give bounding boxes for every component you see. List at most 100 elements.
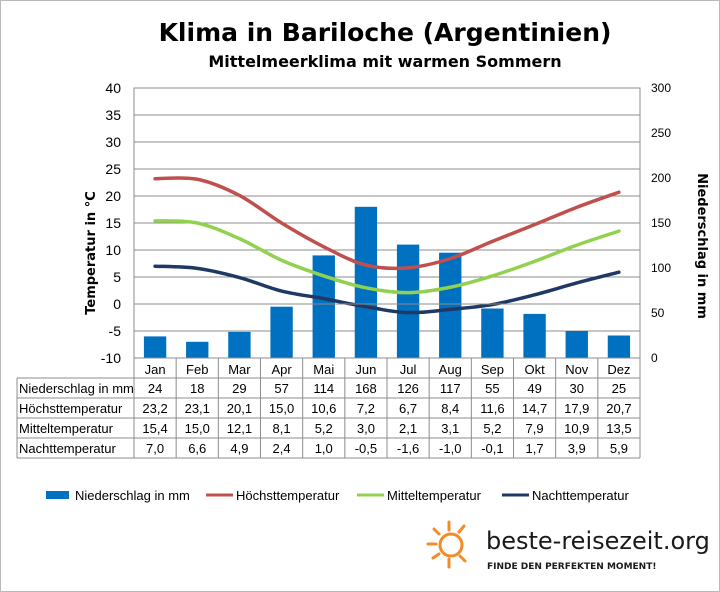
- left-tick-label: 10: [105, 242, 121, 258]
- data-label: 6,6: [188, 441, 206, 456]
- bar-Jul: [396, 244, 420, 358]
- brand-logo: beste-reisezeit.org FINDE DEN PERFEKTEN …: [426, 520, 710, 572]
- bar-Jun: [354, 206, 378, 358]
- data-label: 15,0: [185, 421, 210, 436]
- x-tick-Sep: Sep: [481, 362, 504, 377]
- line-nachttemperatur: [153, 264, 621, 315]
- bar-Dez: [607, 335, 631, 358]
- line-mitteltemperatur: [153, 219, 621, 295]
- data-label: 15,0: [269, 401, 294, 416]
- left-tick-label: 30: [105, 134, 121, 150]
- right-tick-label: 100: [651, 261, 671, 275]
- bar-Mar: [228, 331, 251, 358]
- data-label: 25: [612, 381, 626, 396]
- data-label: 5,9: [610, 441, 628, 456]
- row-header: Höchsttemperatur: [19, 401, 123, 416]
- left-tick-label: 35: [105, 107, 121, 123]
- legend-label: Mitteltemperatur: [387, 488, 482, 503]
- data-label: 1,0: [315, 441, 333, 456]
- x-tick-Apr: Apr: [271, 362, 292, 377]
- chart-title: Klima in Bariloche (Argentinien): [159, 18, 612, 47]
- right-tick-label: 50: [651, 306, 665, 320]
- left-tick-label: 40: [105, 80, 121, 96]
- chart-subtitle: Mittelmeerklima mit warmen Sommern: [208, 52, 561, 71]
- bar-Aug: [439, 252, 462, 358]
- data-label: 4,9: [230, 441, 248, 456]
- precipitation-bars: [143, 206, 631, 358]
- data-label: 55: [485, 381, 499, 396]
- brand-tagline: FINDE DEN PERFEKTEN MOMENT!: [487, 562, 656, 572]
- data-label: 14,7: [522, 401, 547, 416]
- x-tick-Okt: Okt: [524, 362, 545, 377]
- data-label: 23,1: [185, 401, 210, 416]
- data-label: 17,9: [564, 401, 589, 416]
- gridlines: [134, 87, 640, 359]
- left-tick-label: 0: [113, 296, 121, 312]
- x-tick-Mai: Mai: [313, 362, 334, 377]
- data-label: -1,6: [397, 441, 419, 456]
- data-label: 114: [313, 381, 334, 396]
- bar-Jan: [143, 336, 167, 358]
- x-tick-Mar: Mar: [228, 362, 251, 377]
- x-tick-Dez: Dez: [607, 362, 630, 377]
- legend-swatch-precipitation: [46, 491, 69, 499]
- data-label: 1,7: [526, 441, 544, 456]
- data-label: 20,1: [227, 401, 252, 416]
- data-label: 3,9: [568, 441, 586, 456]
- left-tick-label: 20: [105, 188, 121, 204]
- x-tick-Feb: Feb: [186, 362, 208, 377]
- data-label: 3,1: [441, 421, 459, 436]
- bar-Apr: [270, 306, 293, 358]
- data-label: 7,0: [146, 441, 164, 456]
- right-tick-label: 0: [651, 351, 658, 365]
- bar-Mai: [312, 255, 335, 358]
- data-label: 3,0: [357, 421, 375, 436]
- data-label: 7,9: [526, 421, 544, 436]
- data-label: 11,6: [480, 401, 504, 416]
- right-tick-label: 300: [651, 81, 671, 95]
- data-label: 18: [190, 381, 204, 396]
- data-label: 29: [232, 381, 246, 396]
- line-höchsttemperatur: [153, 176, 621, 271]
- data-label: 5,2: [315, 421, 333, 436]
- right-tick-label: 150: [651, 216, 671, 230]
- data-label: -0,5: [355, 441, 377, 456]
- data-label: 117: [440, 381, 461, 396]
- brand-name: beste-reisezeit.org: [486, 527, 710, 555]
- sun-icon: [426, 520, 467, 569]
- data-label: 8,1: [273, 421, 291, 436]
- x-tick-Aug: Aug: [439, 362, 462, 377]
- row-header: Niederschlag in mm: [19, 381, 134, 396]
- legend-label: Niederschlag in mm: [75, 488, 190, 503]
- data-label: 6,7: [399, 401, 417, 416]
- data-label: 7,2: [357, 401, 375, 416]
- left-axis-label: Temperatur in °C: [84, 191, 99, 315]
- right-axis-ticks: 300 250 200 150 100 50 0: [651, 81, 671, 365]
- right-tick-label: 250: [651, 126, 671, 140]
- data-label: -1,0: [439, 441, 461, 456]
- data-label: 13,5: [606, 421, 631, 436]
- bar-Feb: [186, 341, 209, 358]
- data-label: 168: [355, 381, 377, 396]
- legend-label: Nachttemperatur: [532, 488, 629, 503]
- data-label: 2,4: [273, 441, 291, 456]
- x-tick-Jan: Jan: [145, 362, 166, 377]
- data-label: 10,9: [564, 421, 589, 436]
- bar-Nov: [565, 331, 588, 358]
- x-tick-Jun: Jun: [355, 362, 376, 377]
- right-axis-label: Niederschlag in mm: [694, 173, 709, 319]
- x-tick-Nov: Nov: [565, 362, 589, 377]
- data-label: 12,1: [227, 421, 252, 436]
- temperature-lines: [153, 176, 621, 315]
- row-header: Mitteltemperatur: [19, 421, 114, 436]
- left-axis-ticks: 40 35 30 25 20 15 10 5 0 -5 -10: [101, 80, 121, 366]
- left-tick-label: 15: [105, 215, 121, 231]
- data-label: 20,7: [606, 401, 631, 416]
- data-label: 49: [527, 381, 541, 396]
- data-label: 10,6: [311, 401, 336, 416]
- row-header: Nachttemperatur: [19, 441, 116, 456]
- legend: Niederschlag in mm Höchsttemperatur Mittel…: [46, 488, 629, 503]
- data-table: Jan Feb Mar Apr Mai Jun Jul Aug Sep Okt Nov Dez Nied…: [16, 357, 641, 459]
- left-tick-label: -10: [101, 350, 121, 366]
